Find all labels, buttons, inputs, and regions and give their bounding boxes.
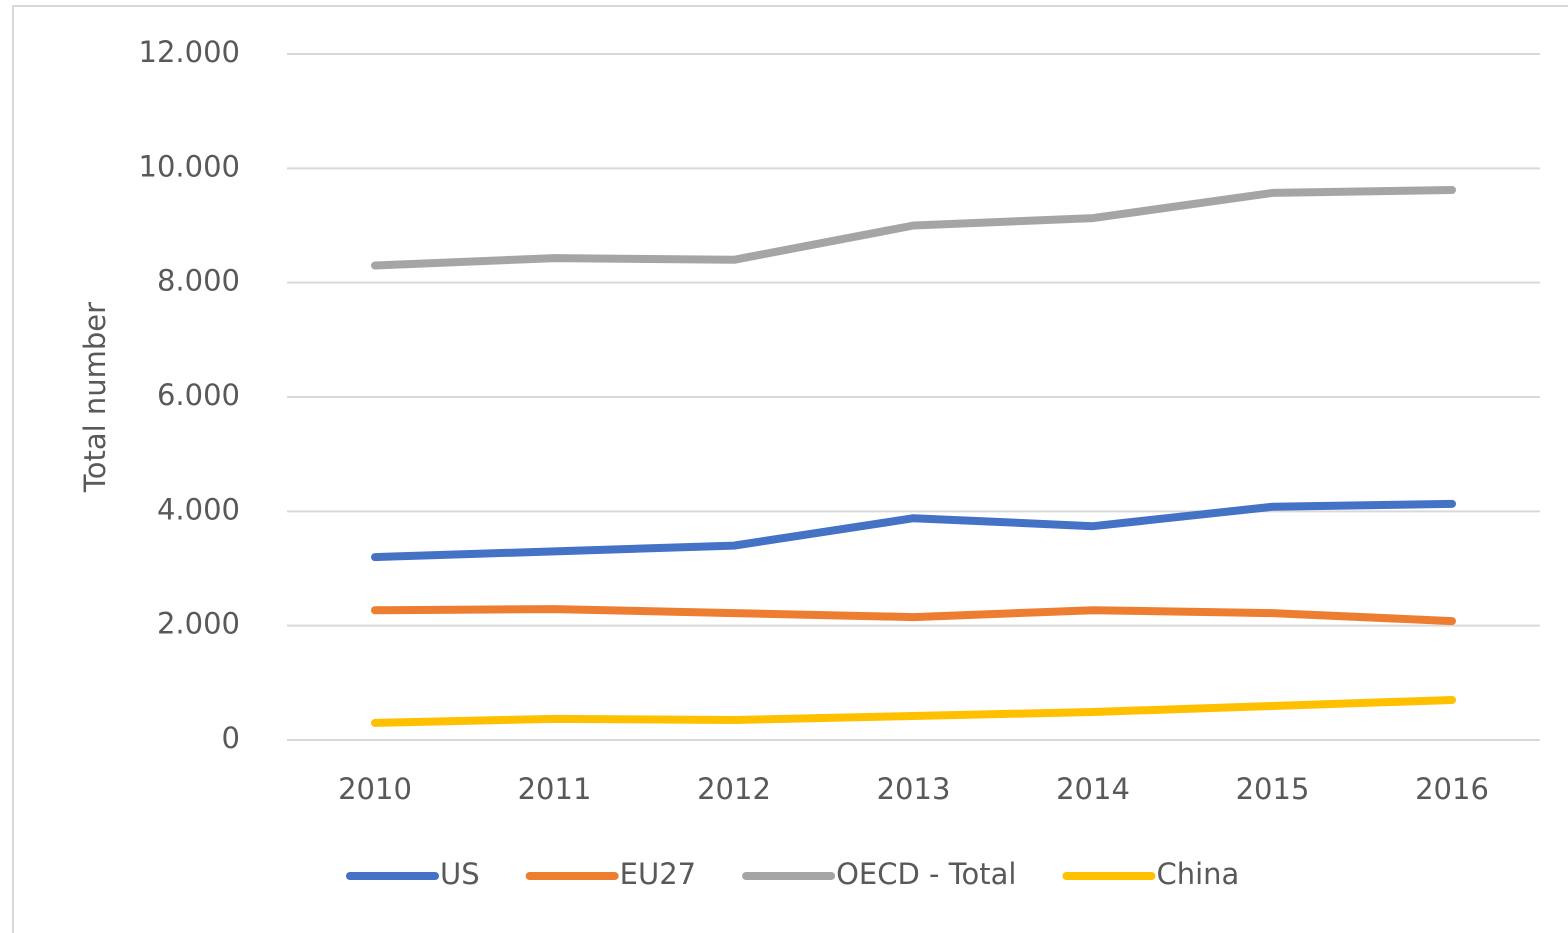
y-tick-label: 4.000: [157, 492, 240, 526]
legend-label: OECD - Total: [836, 857, 1016, 891]
x-tick-label: 2010: [338, 772, 412, 806]
legend-label: US: [440, 857, 480, 891]
x-tick-label: 2013: [877, 772, 951, 806]
y-tick-label: 12.000: [139, 35, 240, 69]
x-tick-label: 2011: [518, 772, 592, 806]
y-tick-label: 0: [222, 721, 240, 755]
y-tick-label: 8.000: [157, 264, 240, 298]
y-tick-label: 10.000: [139, 149, 240, 183]
x-tick-label: 2016: [1415, 772, 1489, 806]
x-tick-label: 2012: [697, 772, 771, 806]
series-line: [371, 186, 1456, 270]
legend-label: EU27: [620, 857, 696, 891]
x-tick-label: 2015: [1236, 772, 1310, 806]
y-tick-label: 2.000: [157, 607, 240, 641]
legend-label: China: [1156, 857, 1239, 891]
y-tick-label: 6.000: [157, 378, 240, 412]
series-line: [371, 499, 1456, 562]
x-tick-label: 2014: [1056, 772, 1130, 806]
chart-border: [12, 5, 1568, 933]
series-line: [371, 695, 1456, 727]
series-line: [371, 605, 1456, 626]
y-axis-label: Total number: [78, 302, 112, 493]
